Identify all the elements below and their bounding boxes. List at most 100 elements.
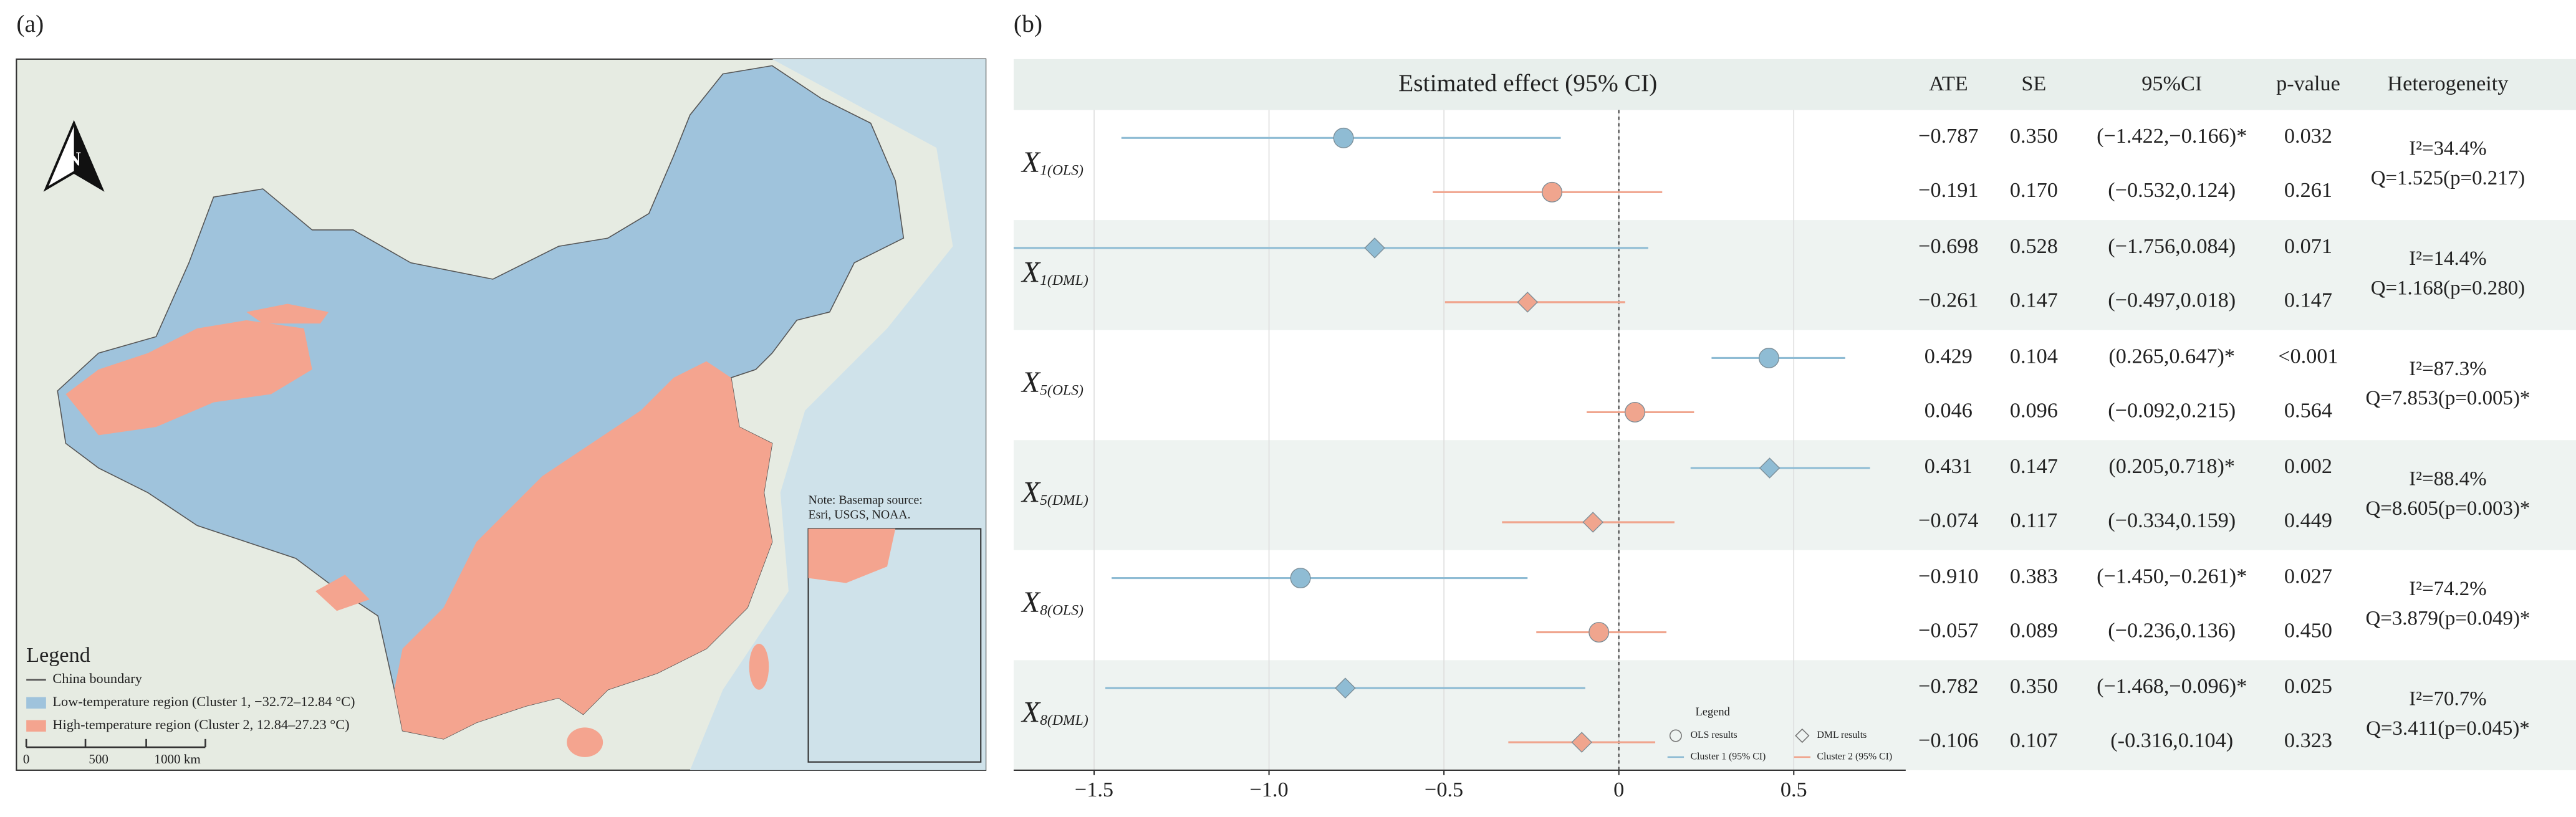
heterogeneity: I²=70.7% xyxy=(2409,687,2486,710)
point-estimate xyxy=(1759,457,1781,479)
x-tick-label: 0 xyxy=(1613,778,1624,801)
scale-label: 1000 km xyxy=(154,752,201,767)
plot-title: Estimated effect (95% CI) xyxy=(1398,69,1657,97)
table-cell: 0.350 xyxy=(2010,124,2058,148)
table-cell: −0.787 xyxy=(1918,124,1978,148)
table-cell: 0.117 xyxy=(2010,509,2057,532)
heterogeneity: Q=1.525(p=0.217) xyxy=(2371,167,2525,189)
group-label-subscript: 8(DML) xyxy=(1040,713,1089,729)
table-cell: 0.350 xyxy=(2010,674,2058,698)
table-cell: 0.450 xyxy=(2284,618,2332,642)
scale-label: 0 xyxy=(23,752,30,767)
legend-label: DML results xyxy=(1817,730,1867,740)
group-label-subscript: 8(OLS) xyxy=(1040,603,1084,619)
table-cell: (−1.450,−0.261)* xyxy=(2097,564,2247,588)
point-estimate xyxy=(1571,732,1592,753)
panel-label: (a) xyxy=(16,10,44,37)
legend-label: High-temperature region (Cluster 2, 12.8… xyxy=(52,717,349,732)
point-estimate xyxy=(1582,512,1603,533)
table-cell: (-0.316,0.104) xyxy=(2110,729,2233,752)
legend-swatch xyxy=(26,697,46,709)
heterogeneity: Q=3.879(p=0.049)* xyxy=(2365,607,2530,629)
table-cell: 0.096 xyxy=(2010,398,2058,422)
heterogeneity: Q=8.605(p=0.003)* xyxy=(2365,497,2530,520)
table-cell: 0.027 xyxy=(2284,564,2332,588)
point-estimate xyxy=(1364,237,1385,259)
panel-label: (b) xyxy=(1014,10,1042,37)
x-tick-label: −1.5 xyxy=(1075,778,1113,801)
group-label-main: X xyxy=(1021,146,1041,179)
table-cell: 0.071 xyxy=(2284,234,2332,258)
inset-note: Note: Basemap source: xyxy=(809,493,923,507)
table-cell: 0.261 xyxy=(2284,178,2332,202)
table-cell: (−1.422,−0.166)* xyxy=(2097,124,2247,148)
high-temperature-region xyxy=(246,303,329,324)
group-label: X8(DML) xyxy=(1021,697,1089,729)
table-cell: −0.057 xyxy=(1918,618,1978,642)
table-cell: 0.089 xyxy=(2010,618,2058,642)
heterogeneity: Q=1.168(p=0.280) xyxy=(2371,277,2525,300)
table-cell: 0.431 xyxy=(1925,454,1973,478)
point-estimate xyxy=(1335,677,1356,699)
point-estimate xyxy=(1542,181,1562,203)
group-label-subscript: 5(OLS) xyxy=(1040,383,1084,399)
legend-marker xyxy=(1669,729,1682,742)
table-cell: (−0.092,0.215) xyxy=(2108,398,2236,422)
legend-label: Cluster 1 (95% CI) xyxy=(1691,751,1766,762)
table-cell: (0.205,0.718)* xyxy=(2108,454,2235,478)
table-cell: −0.191 xyxy=(1918,178,1978,202)
group-band xyxy=(1013,660,2576,770)
plot-area xyxy=(1013,127,1870,753)
table-cell: (−0.497,0.018) xyxy=(2108,289,2236,312)
point-estimate xyxy=(1517,292,1538,313)
table-cell: (−0.236,0.136) xyxy=(2108,618,2236,642)
high-temperature-region xyxy=(394,361,772,739)
point-estimate xyxy=(1333,127,1354,148)
heterogeneity: I²=88.4% xyxy=(2409,467,2486,490)
legend-title: Legend xyxy=(1696,705,1730,718)
column-header: p-value xyxy=(2276,72,2340,95)
group-label-main: X xyxy=(1021,366,1041,399)
scale-bar: 0 500 1000 km xyxy=(23,738,206,767)
group-label: X5(DML) xyxy=(1021,476,1089,509)
group-label-subscript: 1(OLS) xyxy=(1040,163,1084,179)
x-tick-label: 0.5 xyxy=(1781,778,1807,801)
legend-marker xyxy=(1795,728,1810,743)
column-header: ATE xyxy=(1929,72,1968,95)
point-estimate xyxy=(1625,401,1645,423)
table-cell: −0.261 xyxy=(1918,289,1978,312)
table-cell: 0.323 xyxy=(2284,729,2332,752)
table-cell: 0.025 xyxy=(2284,674,2332,698)
high-temperature-region xyxy=(315,575,370,611)
point-estimate xyxy=(1290,568,1311,589)
table-cell: (−0.532,0.124) xyxy=(2108,178,2236,202)
group-label: X5(OLS) xyxy=(1021,366,1084,399)
table-cell: −0.074 xyxy=(1918,509,1978,532)
point-estimate xyxy=(1758,347,1779,368)
heterogeneity: I²=87.3% xyxy=(2409,358,2486,380)
group-label: X1(DML) xyxy=(1021,256,1089,289)
high-temperature-region xyxy=(65,320,312,436)
inset-land xyxy=(808,528,896,583)
heterogeneity: Q=7.853(p=0.005)* xyxy=(2365,387,2530,409)
legend-label: Low-temperature region (Cluster 1, −32.7… xyxy=(52,694,355,709)
table-cell: −0.782 xyxy=(1918,674,1978,698)
table-cell: −0.698 xyxy=(1918,234,1978,258)
table-cell: 0.002 xyxy=(2284,454,2332,478)
table-cell: 0.147 xyxy=(2010,289,2058,312)
heterogeneity: I²=14.4% xyxy=(2409,247,2486,270)
legend-swatch xyxy=(26,720,46,732)
high-temperature-region xyxy=(567,727,603,757)
inset-note: Esri, USGS, NOAA. xyxy=(809,508,911,522)
map-legend-title: Legend xyxy=(26,643,90,667)
table-cell: 0.107 xyxy=(2010,729,2058,752)
group-band xyxy=(1013,440,2576,550)
north-arrow: N xyxy=(43,120,105,192)
group-label: X1(OLS) xyxy=(1021,146,1084,179)
table-cell: (−1.756,0.084) xyxy=(2108,234,2236,258)
group-label-main: X xyxy=(1021,697,1041,729)
table-cell: (0.265,0.647)* xyxy=(2108,344,2235,368)
x-tick-label: −0.5 xyxy=(1425,778,1463,801)
group-label-main: X xyxy=(1021,586,1041,619)
